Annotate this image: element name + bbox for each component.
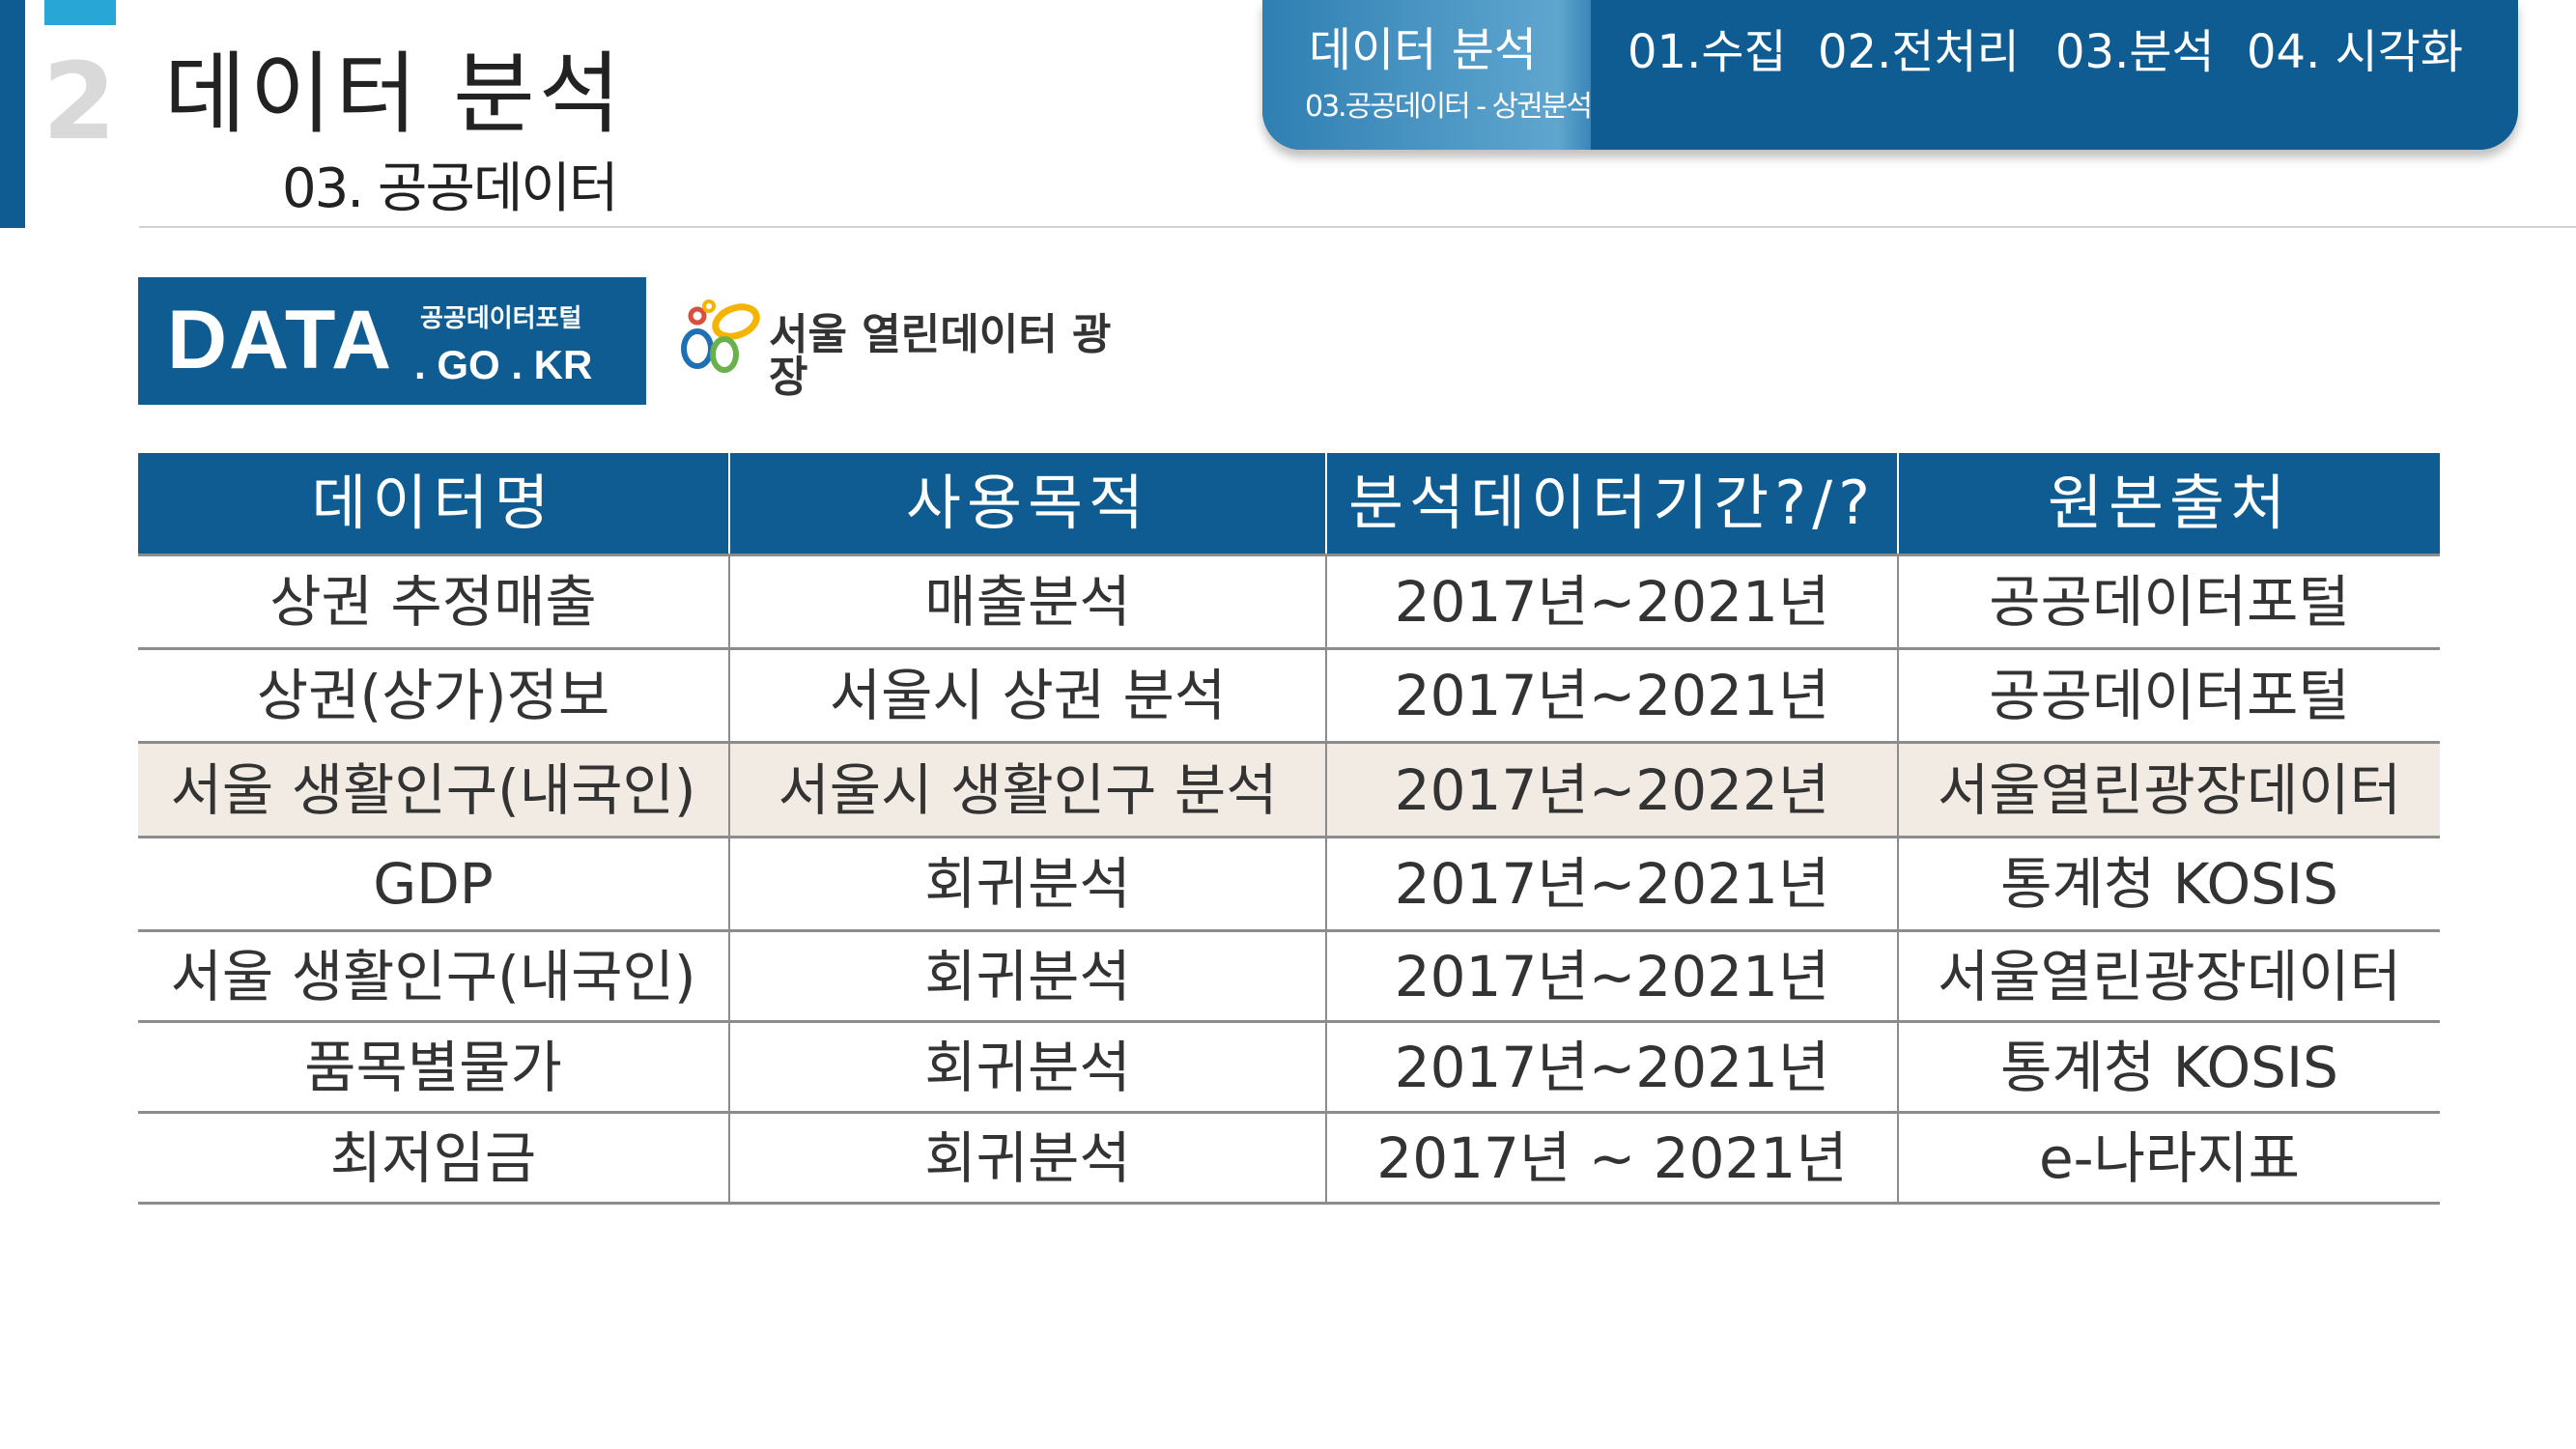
cell-data-name: 서울 생활인구(내국인): [138, 929, 729, 1022]
cell-source: 서울열린광장데이터: [1897, 929, 2440, 1022]
cell-period: 2017년~2021년: [1325, 929, 1898, 1022]
seoul-open-data-logo: 서울 열린데이터 광장: [668, 295, 1122, 399]
cell-data-name: 서울 생활인구(내국인): [138, 741, 729, 838]
cell-data-name: 품목별물가: [138, 1020, 729, 1113]
cell-data-name: 최저임금: [138, 1111, 729, 1205]
cell-purpose: 서울시 상권 분석: [728, 647, 1326, 743]
page-subtitle: 03. 공공데이터: [282, 157, 618, 220]
nav-item-analysis[interactable]: 03.분석: [2055, 25, 2215, 79]
top-accent-bar: [44, 0, 116, 25]
cell-source: 공공데이터포털: [1897, 647, 2440, 743]
cell-source: 통계청 KOSIS: [1897, 836, 2440, 931]
header-divider: [139, 226, 2576, 228]
table-row: 품목별물가 회귀분석 2017년~2021년 통계청 KOSIS: [138, 1020, 2440, 1113]
cell-purpose: 매출분석: [728, 554, 1326, 649]
table-header-row: 데이터명 사용목적 분석데이터기간?/? 원본출처: [138, 453, 2440, 555]
cell-period: 2017년~2021년: [1325, 554, 1898, 649]
data-portal-logo-mark: DATA: [167, 294, 394, 386]
column-header-period: 분석데이터기간?/?: [1325, 453, 1898, 555]
data-source-table: 데이터명 사용목적 분석데이터기간?/? 원본출처 상권 추정매출 매출분석 201…: [138, 453, 2440, 1205]
cell-source: 서울열린광장데이터: [1897, 741, 2440, 838]
cell-data-name: 상권(상가)정보: [138, 647, 729, 743]
table-row: 최저임금 회귀분석 2017년 ~ 2021년 e-나라지표: [138, 1111, 2440, 1205]
column-header-source: 원본출처: [1897, 453, 2440, 555]
cell-period: 2017년~2021년: [1325, 1020, 1898, 1113]
cell-data-name: 상권 추정매출: [138, 554, 729, 649]
table-row: 서울 생활인구(내국인) 서울시 생활인구 분석 2017년~2022년 서울열린광장…: [138, 741, 2440, 838]
seoul-logo-text: 서울 열린데이터 광장: [769, 310, 1112, 402]
table-row: 상권(상가)정보 서울시 상권 분석 2017년~2021년 공공데이터포털: [138, 647, 2440, 743]
cell-source: 통계청 KOSIS: [1897, 1020, 2440, 1113]
section-number: 2: [42, 40, 117, 163]
cell-purpose: 회귀분석: [728, 1111, 1326, 1205]
cell-purpose: 서울시 생활인구 분석: [728, 741, 1326, 838]
left-accent-bar: [0, 0, 25, 228]
data-portal-logo: DATA 공공데이터포털 . GO . KR: [138, 277, 646, 405]
cell-period: 2017년~2021년: [1325, 647, 1898, 743]
nav-item-collect[interactable]: 01.수집: [1628, 25, 1787, 79]
cell-period: 2017년~2021년: [1325, 836, 1898, 931]
cell-purpose: 회귀분석: [728, 929, 1326, 1022]
table-row: 상권 추정매출 매출분석 2017년~2021년 공공데이터포털: [138, 554, 2440, 649]
table-row: GDP 회귀분석 2017년~2021년 통계청 KOSIS: [138, 836, 2440, 931]
table-row: 서울 생활인구(내국인) 회귀분석 2017년~2021년 서울열린광장데이터: [138, 929, 2440, 1022]
nav-item-active[interactable]: 데이터 분석 03.공공데이터 - 상권분석: [1262, 0, 1593, 150]
cell-period: 2017년~2022년: [1325, 741, 1898, 838]
cell-period: 2017년 ~ 2021년: [1325, 1111, 1898, 1205]
column-header-data-name: 데이터명: [138, 453, 729, 555]
data-portal-logo-domain: . GO . KR: [414, 342, 593, 387]
cell-data-name: GDP: [138, 836, 729, 931]
nav-item-preprocess[interactable]: 02.전처리: [1818, 25, 2020, 79]
page-title: 데이터 분석: [164, 43, 625, 146]
column-header-purpose: 사용목적: [728, 453, 1326, 555]
nav-active-title: 데이터 분석: [1309, 23, 1538, 77]
cell-purpose: 회귀분석: [728, 1020, 1326, 1113]
nav-item-visualize[interactable]: 04. 시각화: [2247, 25, 2464, 79]
cell-source: 공공데이터포털: [1897, 554, 2440, 649]
data-portal-logo-name: 공공데이터포털: [420, 304, 582, 333]
cell-source: e-나라지표: [1897, 1111, 2440, 1205]
cell-purpose: 회귀분석: [728, 836, 1326, 931]
nav-active-subtitle: 03.공공데이터 - 상권분석: [1305, 90, 1593, 124]
top-navigation: 데이터 분석 03.공공데이터 - 상권분석 01.수집 02.전처리 03.분…: [1262, 0, 2518, 150]
seoul-logo-icon: [681, 299, 760, 373]
